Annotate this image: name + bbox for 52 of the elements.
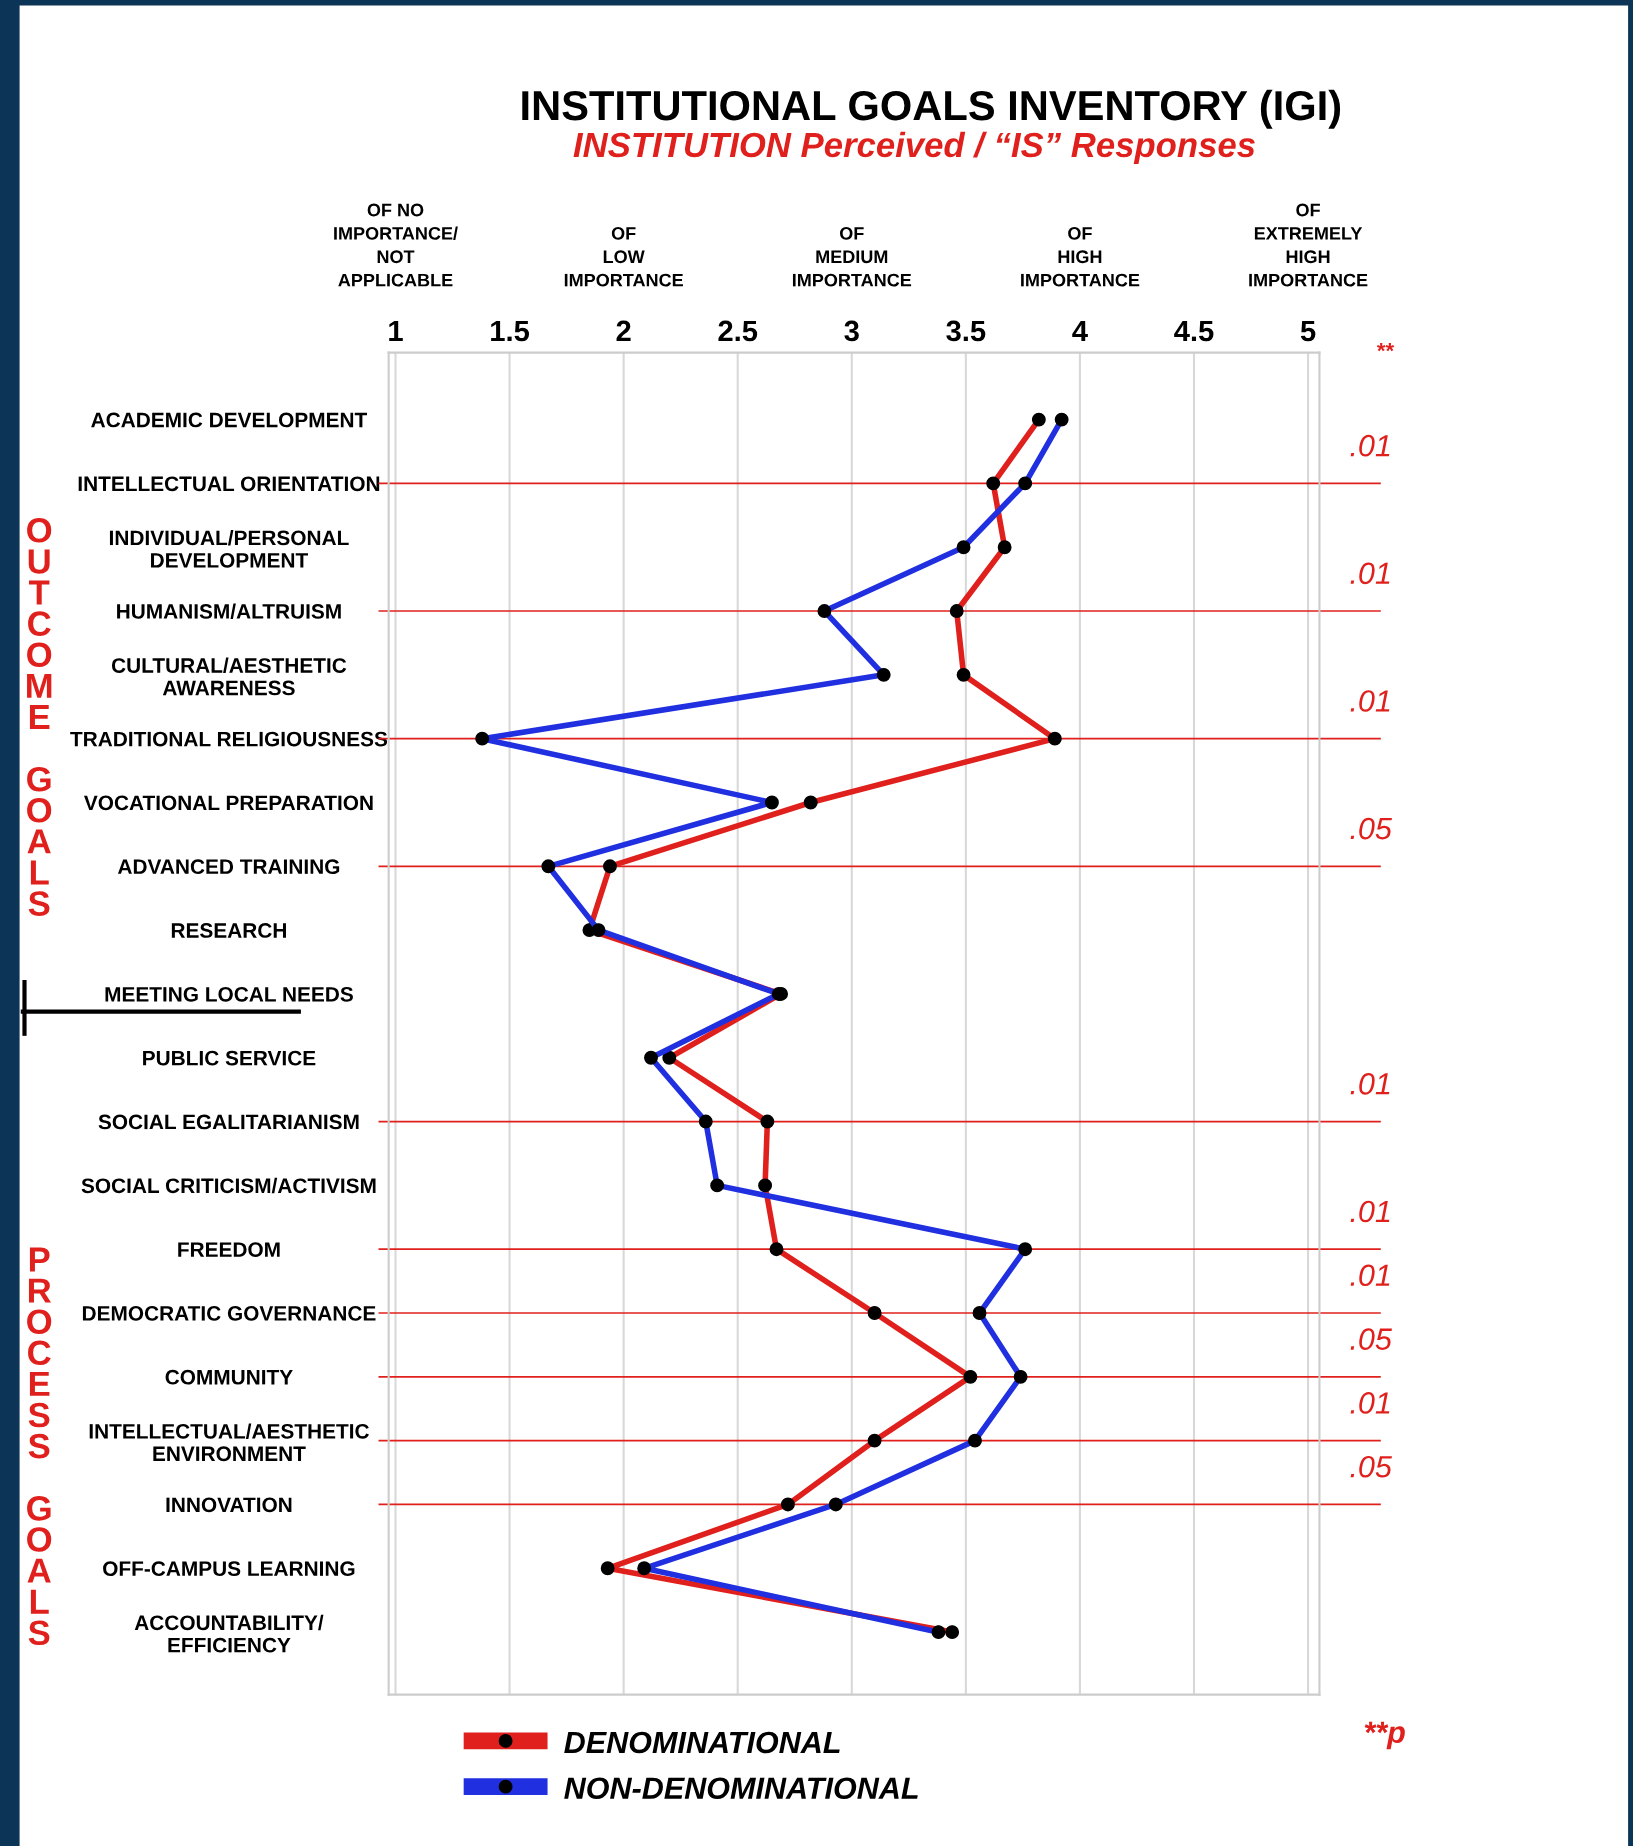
y-tick-label: INDIVIDUAL/PERSONAL DEVELOPMENT bbox=[109, 529, 349, 568]
chart-title: INSTITUTIONAL GOALS INVENTORY (IGI) bbox=[522, 89, 1341, 129]
legend-label: NON-DENOMINATIONAL bbox=[564, 1777, 918, 1800]
y-tick-label: ADVANCED TRAINING bbox=[117, 859, 340, 875]
ref-line-label: .01 bbox=[1350, 1392, 1390, 1414]
x-tick-label: 1 bbox=[389, 320, 403, 341]
text: PROCESS GOALS bbox=[27, 1247, 52, 1646]
y-tick-label: INNOVATION bbox=[166, 1497, 292, 1513]
y-tick-label: PUBLIC SERVICE bbox=[143, 1050, 316, 1066]
ref-line-label: .01 bbox=[1350, 1264, 1390, 1287]
x-tick-label: 5 bbox=[1300, 320, 1316, 342]
y-tick-label: FREEDOM bbox=[178, 1242, 280, 1257]
x-tick-label: 2.5 bbox=[718, 320, 758, 342]
text: OF HIGH IMPORTANCE bbox=[1021, 226, 1140, 287]
chart-subtitle: INSTITUTION Perceived / “IS” Responses bbox=[573, 131, 1255, 165]
ref-line-label: .05 bbox=[1350, 1455, 1392, 1478]
x-tick-label: 1.5 bbox=[491, 320, 530, 342]
y-tick-label: INTELLECTUAL/AESTHETIC ENVIRONMENT bbox=[89, 1423, 369, 1462]
text: ** bbox=[1376, 343, 1395, 352]
y-tick-label: INTELLECTUAL ORIENTATION bbox=[78, 476, 380, 492]
legend-label: DENOMINATIONAL bbox=[564, 1731, 840, 1754]
ref-line-label: .01 bbox=[1350, 562, 1390, 585]
y-tick-label: ACADEMIC DEVELOPMENT bbox=[91, 412, 368, 428]
ref-line-label: .05 bbox=[1350, 1328, 1392, 1350]
y-tick-label: DEMOCRATIC GOVERNANCE bbox=[82, 1306, 376, 1321]
x-tick-label: 4 bbox=[1072, 320, 1088, 341]
x-tick-label: 4.5 bbox=[1174, 320, 1214, 342]
y-tick-label: CULTURAL/AESTHETIC AWARENESS bbox=[111, 657, 347, 696]
y-tick-label: MEETING LOCAL NEEDS bbox=[105, 986, 353, 1002]
ref-line-label: .01 bbox=[1350, 690, 1390, 712]
ref-line-label: .01 bbox=[1350, 1200, 1390, 1223]
text: OF LOW IMPORTANCE bbox=[564, 226, 683, 287]
text: OF EXTREMELY HIGH IMPORTANCE bbox=[1249, 203, 1368, 287]
y-tick-label: SOCIAL CRITICISM/ACTIVISM bbox=[81, 1177, 376, 1194]
x-tick-label: 3 bbox=[844, 320, 859, 342]
ref-line-label: .01 bbox=[1350, 1073, 1390, 1095]
x-tick-label: 3.5 bbox=[946, 320, 986, 342]
y-tick-label: TRADITIONAL RELIGIOUSNESS bbox=[70, 731, 388, 747]
text: **p bbox=[1364, 1721, 1405, 1750]
y-tick-label: SOCIAL EGALITARIANISM bbox=[98, 1114, 359, 1130]
y-tick-label: ACCOUNTABILITY/ EFFICIENCY bbox=[134, 1614, 324, 1653]
y-tick-label: VOCATIONAL PREPARATION bbox=[83, 795, 373, 811]
ref-line-label: .05 bbox=[1350, 817, 1392, 840]
y-tick-label: OFF-CAMPUS LEARNING bbox=[103, 1561, 355, 1577]
y-tick-label: HUMANISM/ALTRUISM bbox=[117, 603, 341, 619]
y-tick-label: RESEARCH bbox=[171, 923, 286, 938]
text: OF NO IMPORTANCE/ NOT APPLICABLE bbox=[334, 203, 458, 287]
x-tick-label: 2 bbox=[616, 320, 631, 341]
text: OF MEDIUM IMPORTANCE bbox=[792, 226, 912, 287]
y-tick-label: COMMUNITY bbox=[165, 1369, 293, 1385]
text: OUTCOME GOALS bbox=[27, 518, 52, 916]
ref-line-label: .01 bbox=[1350, 434, 1390, 457]
